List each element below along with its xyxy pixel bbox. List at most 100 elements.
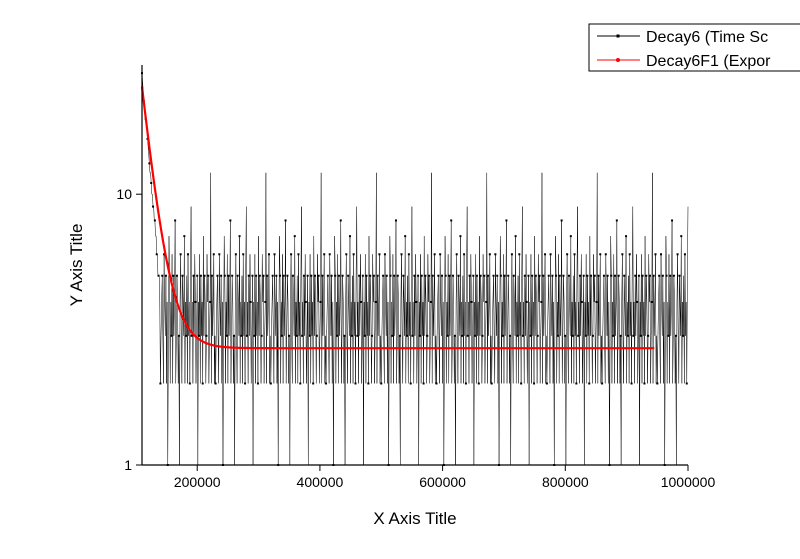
decay6-point (510, 253, 513, 256)
decay6-point (406, 334, 409, 337)
decay6-point (599, 253, 602, 256)
ticks: 200000 400000 600000 800000 1000000 1 10 (116, 186, 715, 490)
decay6-point (343, 334, 346, 337)
decay6-point (536, 334, 539, 337)
decay6-point (315, 334, 318, 337)
decay6-point (382, 274, 385, 277)
decay6-point (645, 274, 648, 277)
decay6-point (641, 274, 644, 277)
decay6-point (260, 334, 263, 337)
decay6-point (518, 253, 521, 256)
decay6-point (512, 274, 515, 277)
decay6-point (639, 334, 642, 337)
decay6-point (157, 274, 160, 277)
decay6-point (282, 274, 285, 277)
decay6-point (286, 274, 289, 277)
decay6-point (595, 300, 598, 303)
decay6-point (601, 382, 604, 385)
decay6-point (604, 253, 607, 256)
decay6-point (400, 253, 403, 256)
decay6-point (544, 253, 547, 256)
x-axis-title: X Axis Title (373, 509, 456, 528)
decay6-point (671, 219, 674, 222)
decay6-point (365, 274, 368, 277)
decay6-point (499, 274, 502, 277)
decay6-point (177, 334, 180, 337)
decay6-point (317, 274, 320, 277)
x-tick-label: 600000 (419, 474, 466, 490)
decay6-point (617, 274, 620, 277)
decay6-point (314, 274, 316, 277)
decay6-point (247, 274, 250, 277)
decay6-point (464, 382, 467, 385)
decay6-point (439, 253, 442, 256)
decay6-point (256, 382, 259, 385)
decay6-point (383, 253, 386, 256)
decay6-point (569, 235, 572, 238)
decay6-point (236, 274, 239, 277)
x-tick-label: 1000000 (661, 474, 716, 490)
decay6-point (179, 253, 182, 256)
decay6-point (648, 274, 651, 277)
decay6-point (487, 274, 489, 277)
decay6-point (575, 382, 578, 385)
decay6-point (566, 253, 569, 256)
decay6-point (330, 274, 333, 277)
decay6-point (161, 274, 164, 277)
decay6-point (293, 235, 296, 238)
decay6-point (593, 274, 596, 277)
decay6-point (602, 274, 605, 277)
decay6-point (175, 274, 178, 277)
decay6-point (255, 274, 258, 277)
decay6-point (494, 253, 497, 256)
decay6-point (223, 274, 226, 277)
decay6-point (312, 382, 315, 385)
decay6-point (556, 334, 559, 337)
y-tick-label: 1 (124, 457, 132, 473)
decay6-point (501, 334, 504, 337)
decay6-point (632, 334, 635, 337)
decay6-point (678, 274, 681, 277)
decay6-point (354, 382, 357, 385)
decay6-point (304, 300, 307, 303)
decay6-point (290, 253, 293, 256)
decay6-point (199, 274, 202, 277)
decay6-point (240, 334, 243, 337)
decay6-point (234, 253, 237, 256)
decay6-point (643, 382, 646, 385)
decay6-point (155, 253, 158, 256)
decay6-point (253, 334, 256, 337)
decay6-point (538, 274, 541, 277)
decay6-point (385, 274, 388, 277)
legend-label-decay6f1: Decay6F1 (Expor (646, 53, 771, 70)
legend: Decay6 (Time Sc Decay6F1 (Expor (588, 23, 800, 72)
decay6-point (567, 274, 570, 277)
decay6-point (407, 253, 410, 256)
decay6-point (212, 253, 215, 256)
decay6-point (479, 274, 482, 277)
axes (141, 65, 688, 466)
decay6-point (481, 334, 484, 337)
decay6-point (453, 334, 456, 337)
decay6-point (352, 253, 355, 256)
decay6-point (172, 274, 175, 277)
decay6-point (321, 274, 324, 277)
decay6-point (271, 274, 274, 277)
decay6-point (590, 274, 593, 277)
decay6-point (488, 253, 491, 256)
decay6-point (267, 253, 270, 256)
decay6-point (196, 274, 199, 277)
decay6-point (610, 274, 613, 277)
decay6-point (446, 334, 449, 337)
decay6-point (665, 274, 668, 277)
decay6-point (411, 334, 414, 337)
decay6-point (477, 382, 480, 385)
decay6-point (216, 274, 219, 277)
decay6-point (389, 274, 392, 277)
decay6-point (264, 300, 267, 303)
decay6-point (560, 219, 563, 222)
decay6-point (503, 274, 506, 277)
decay6-point (242, 253, 245, 256)
decay6-point (521, 334, 524, 337)
decay6-point (310, 274, 313, 277)
